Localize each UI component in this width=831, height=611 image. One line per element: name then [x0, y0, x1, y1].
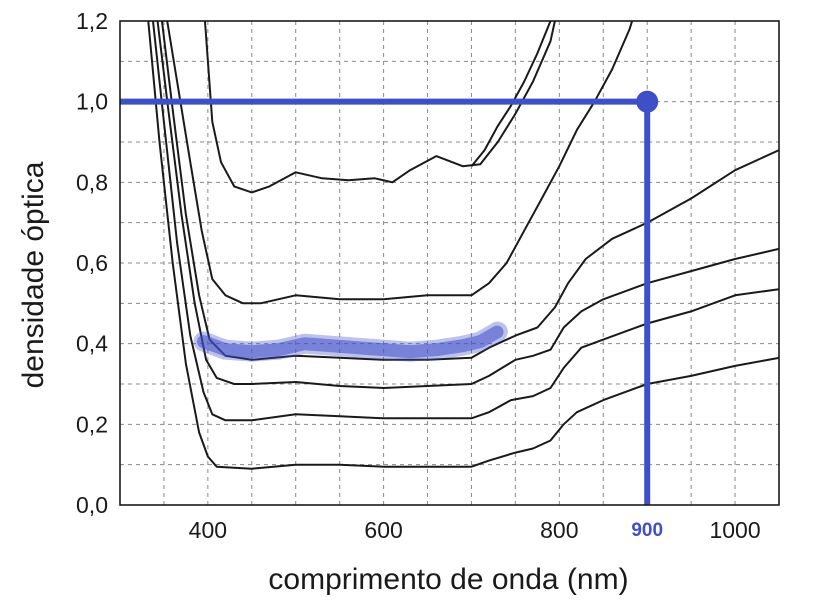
- y-axis-title: densidade óptica: [17, 161, 50, 388]
- y-axis-ticks: 0,0 0,2 0,4 0,6 0,8 1,0 1,2: [76, 8, 108, 518]
- plot-frame: [119, 20, 780, 506]
- x-tick-label: 1000: [709, 517, 760, 543]
- y-tick-label: 0,4: [76, 331, 108, 357]
- y-tick-label: 0,2: [76, 411, 108, 437]
- y-tick-label: 0,0: [76, 492, 108, 518]
- y-tick-label: 1,0: [76, 89, 108, 115]
- curve-group: [147, 21, 779, 470]
- highlight-band: [193, 321, 508, 362]
- y-tick-label: 0,8: [76, 169, 108, 195]
- x-tick-label: 800: [540, 517, 578, 543]
- y-tick-label: 0,6: [76, 250, 108, 276]
- x-tick-label: 600: [364, 517, 402, 543]
- reference-lines: 900: [120, 90, 663, 541]
- curve-4: [160, 21, 779, 361]
- x-axis-title: comprimento de onda (nm): [268, 563, 628, 596]
- y-tick-label: 1,2: [76, 8, 108, 34]
- curve-3: [156, 21, 779, 389]
- highlight-band-core: [197, 325, 505, 359]
- grid-lines: [120, 21, 779, 505]
- x-tick-label: 400: [189, 517, 227, 543]
- curve-6: [203, 21, 556, 194]
- reference-x-label: 900: [631, 520, 663, 541]
- curve-7: [470, 21, 552, 167]
- curve-2: [151, 21, 779, 422]
- reference-point: [636, 90, 659, 113]
- curve-1: [147, 21, 779, 470]
- x-axis-ticks: 400 600 800 1000: [189, 517, 761, 543]
- curve-5: [166, 21, 634, 305]
